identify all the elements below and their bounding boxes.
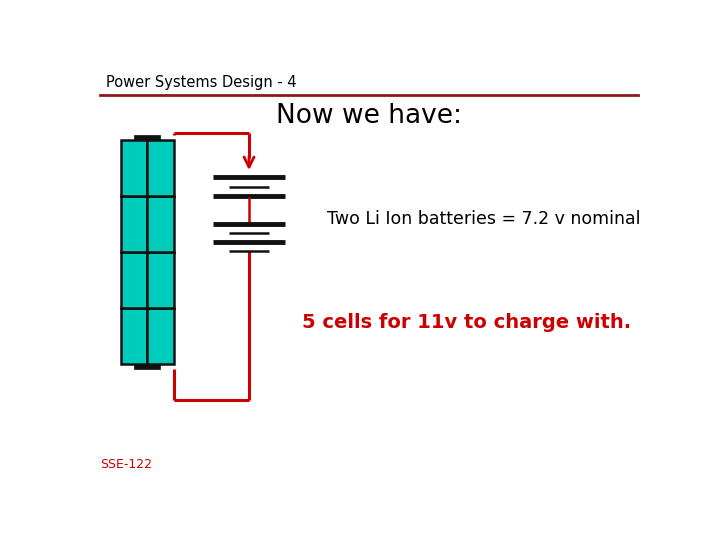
Text: 5 cells for 11v to charge with.: 5 cells for 11v to charge with. (302, 313, 631, 332)
Bar (121, 140, 147, 196)
Text: Power Systems Design - 4: Power Systems Design - 4 (106, 75, 296, 90)
Bar (121, 308, 147, 364)
Bar (134, 134, 161, 140)
Text: Two Li Ion batteries = 7.2 v nominal: Two Li Ion batteries = 7.2 v nominal (327, 211, 641, 228)
Bar (147, 308, 174, 364)
Bar (121, 252, 147, 308)
Text: SSE-122: SSE-122 (100, 458, 152, 471)
Bar (147, 140, 174, 196)
Bar (134, 364, 161, 369)
Bar (147, 196, 174, 252)
Bar (147, 252, 174, 308)
Text: Now we have:: Now we have: (276, 103, 462, 129)
Bar (121, 196, 147, 252)
